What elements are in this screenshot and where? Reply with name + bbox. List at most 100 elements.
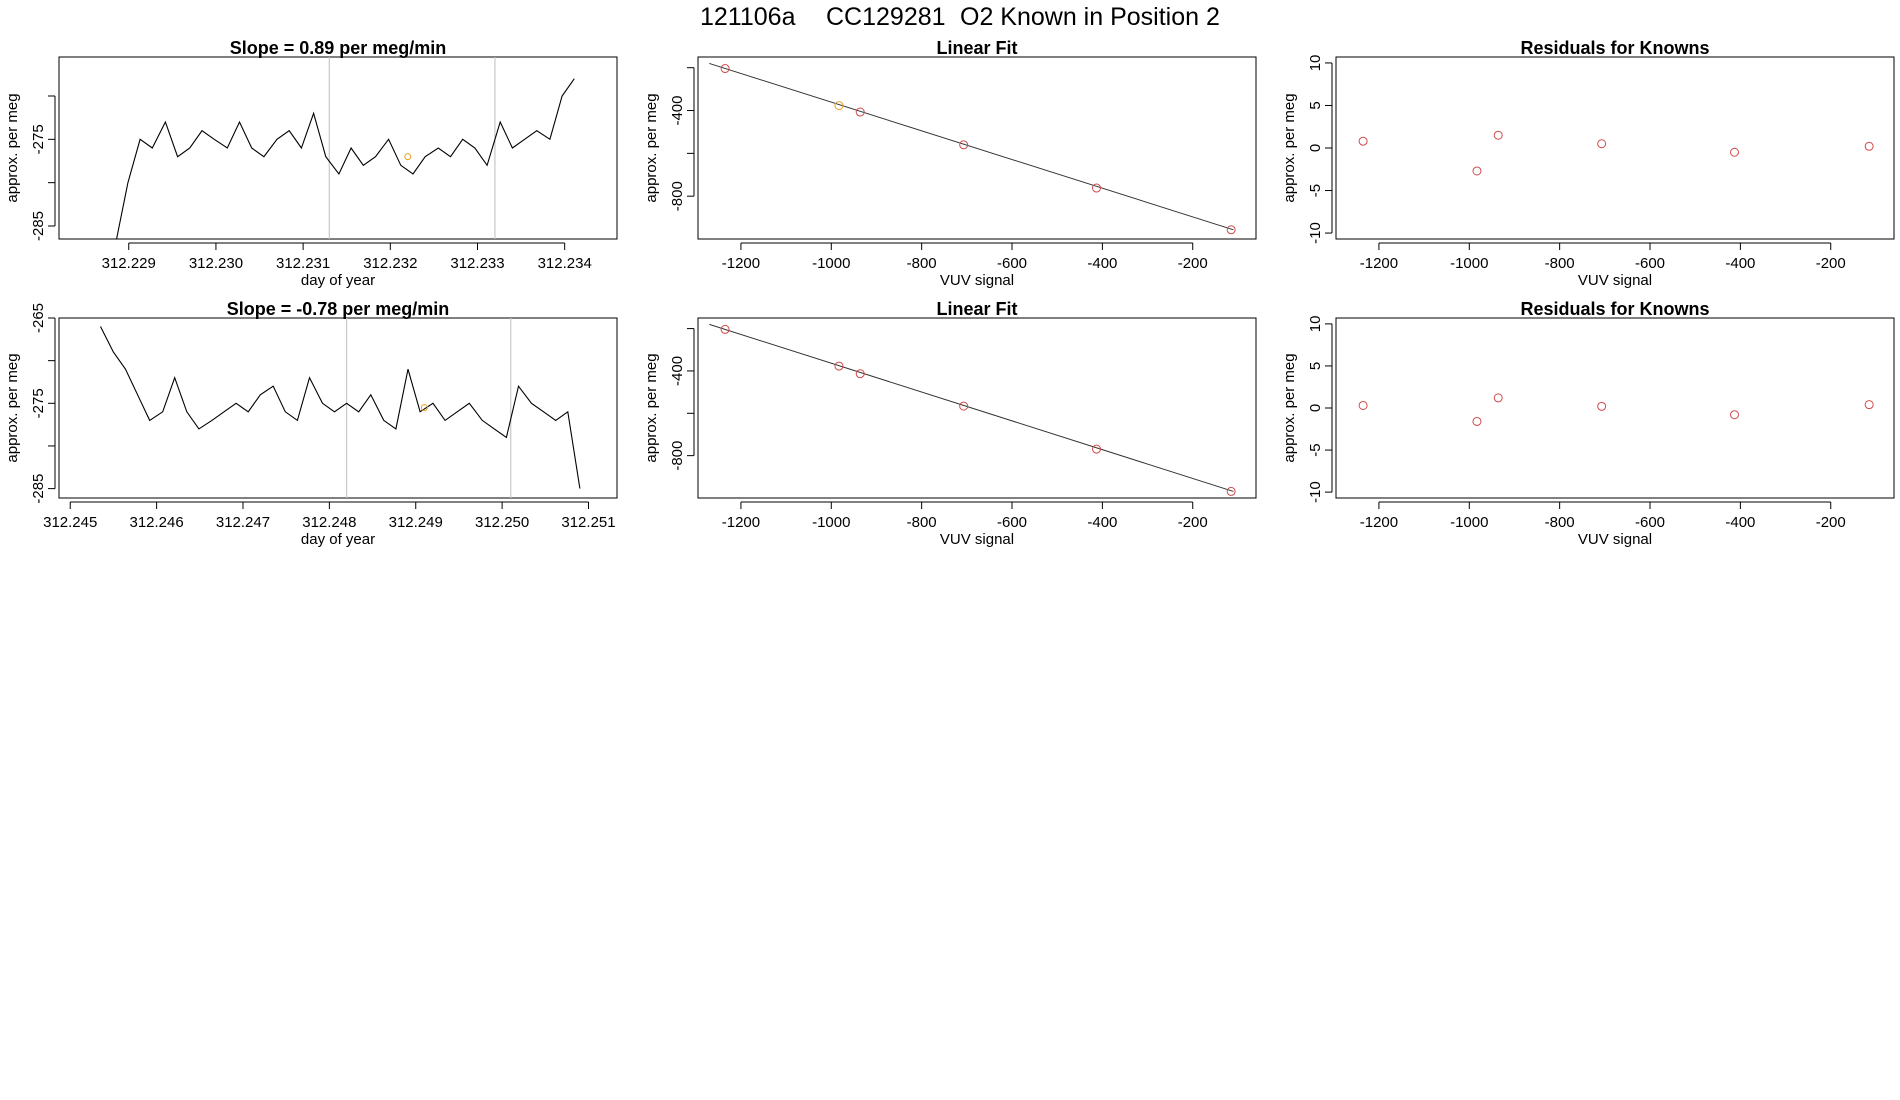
x-tick-label: 312.251 [561, 514, 615, 531]
y-tick-label: -400 [669, 356, 686, 386]
y-tick-label: -10 [1307, 222, 1324, 244]
y-axis-label: approx. per meg [1281, 93, 1298, 202]
data-point [1472, 166, 1482, 176]
reference-marker [420, 404, 428, 412]
x-tick-label: -800 [907, 514, 937, 531]
x-tick-label: 312.234 [538, 255, 592, 272]
y-tick-label: 10 [1307, 316, 1324, 333]
plot-frame [58, 56, 618, 240]
x-tick-label: -400 [1725, 255, 1755, 272]
chart-panel-5: Linear Fit -1200 -1000 -800 -600 -400 -200 VUV … [643, 299, 1257, 548]
y-tick-label: 5 [1307, 362, 1324, 370]
x-axis-label: VUV signal [1578, 272, 1652, 289]
x-axis-label: day of year [301, 272, 375, 289]
y-axis-label: approx. per meg [1281, 353, 1298, 462]
data-point [855, 369, 865, 379]
fit-line [709, 62, 1234, 231]
x-axis-label: VUV signal [940, 531, 1014, 548]
x-tick-label: -600 [1635, 514, 1665, 531]
data-trace [116, 78, 575, 239]
x-tick-label: -1200 [1360, 255, 1398, 272]
data-point [1730, 410, 1740, 420]
x-axis-label: VUV signal [1578, 531, 1652, 548]
x-axis-label: VUV signal [940, 272, 1014, 289]
x-tick-label: 312.232 [363, 255, 417, 272]
x-tick-label: 312.231 [276, 255, 330, 272]
x-tick-label: 312.249 [389, 514, 443, 531]
chart-panel-3: Residuals for Knowns -1200 -1000 -800 -600 -4… [1281, 38, 1895, 289]
y-axis-label: approx. per meg [4, 353, 21, 462]
figure-description: O2 Known in Position 2 [960, 3, 1220, 31]
data-point [1864, 400, 1874, 410]
data-point [834, 361, 844, 371]
data-point [1092, 183, 1102, 193]
data-point [1226, 486, 1236, 496]
data-point [1226, 225, 1236, 235]
data-point [720, 324, 730, 334]
data-point [1597, 139, 1607, 149]
chart-panel-4: Slope = -0.78 per meg/min 312.245 312.246 3… [4, 299, 618, 548]
plot-frame [697, 56, 1257, 240]
chart-panel-6: Residuals for Knowns -1200 -1000 -800 -600 -4… [1281, 299, 1895, 548]
chart-panel-1: Slope = 0.89 per meg/min 312.229 312.230 31… [4, 38, 618, 289]
y-tick-label: -10 [1307, 481, 1324, 503]
cylinder-id: CC129281 [826, 3, 946, 31]
plot-title: Residuals for Knowns [1520, 38, 1709, 58]
y-tick-label: -800 [669, 441, 686, 471]
y-axis-label: approx. per meg [643, 93, 660, 202]
x-tick-label: -200 [1178, 255, 1208, 272]
data-point [1597, 401, 1607, 411]
x-tick-label: -600 [1635, 255, 1665, 272]
y-tick-label: 0 [1307, 144, 1324, 152]
plot-area [709, 62, 1236, 235]
data-point [855, 107, 865, 117]
x-tick-label: 312.247 [216, 514, 270, 531]
x-tick-label: -600 [997, 514, 1027, 531]
x-tick-label: -800 [1545, 514, 1575, 531]
data-point [1092, 444, 1102, 454]
y-tick-label: -275 [30, 388, 47, 418]
x-tick-label: -1200 [1360, 514, 1398, 531]
y-tick-label: -400 [669, 96, 686, 126]
plot-title: Residuals for Knowns [1520, 299, 1709, 319]
panels: Slope = 0.89 per meg/min 312.229 312.230 31… [4, 38, 1895, 548]
data-point [834, 101, 844, 111]
x-tick-label: -800 [907, 255, 937, 272]
x-tick-label: 312.245 [43, 514, 97, 531]
x-tick-label: -800 [1545, 255, 1575, 272]
plot-area [1358, 130, 1874, 176]
x-tick-label: 312.230 [189, 255, 243, 272]
plot-frame [1335, 56, 1895, 240]
x-tick-label: -1000 [1450, 255, 1488, 272]
y-tick-label: 5 [1307, 101, 1324, 109]
fit-line [709, 323, 1234, 492]
data-point [959, 140, 969, 150]
plot-area [709, 323, 1236, 496]
data-point [1358, 136, 1368, 146]
y-axis-label: approx. per meg [4, 93, 21, 202]
y-tick-label: -275 [30, 124, 47, 154]
x-tick-label: -200 [1816, 255, 1846, 272]
plot-area [1358, 393, 1874, 426]
plot-area [100, 318, 581, 498]
x-tick-label: 312.233 [450, 255, 504, 272]
x-tick-label: -1200 [722, 255, 760, 272]
data-point [720, 64, 730, 74]
y-tick-label: 0 [1307, 404, 1324, 412]
plot-title: Linear Fit [936, 299, 1017, 319]
y-tick-label: -800 [669, 181, 686, 211]
x-tick-label: -400 [1725, 514, 1755, 531]
data-point [959, 401, 969, 411]
y-tick-label: -285 [30, 211, 47, 241]
plot-frame [697, 317, 1257, 499]
data-point [1493, 130, 1503, 140]
y-tick-label: -5 [1307, 184, 1324, 197]
run-id: 121106a [700, 3, 796, 31]
x-tick-label: -1200 [722, 514, 760, 531]
plot-area [116, 57, 575, 239]
x-tick-label: -400 [1087, 514, 1117, 531]
plot-frame [58, 317, 618, 499]
x-tick-label: 312.248 [302, 514, 356, 531]
plot-title: Linear Fit [936, 38, 1017, 58]
